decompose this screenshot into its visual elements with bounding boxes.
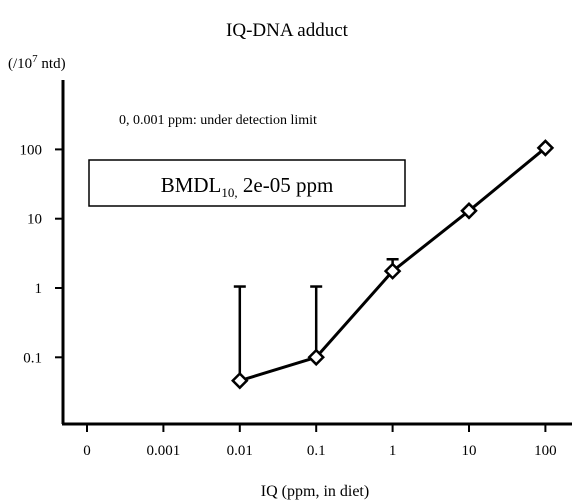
x-tick-label: 100	[534, 443, 557, 459]
y-axis-unit-label: (/107 ntd)	[8, 53, 66, 72]
x-tick-label: 0.1	[307, 443, 326, 459]
x-tick-label: 0	[83, 443, 91, 459]
x-ticks: 0 0.001 0.01 0.1 1 10 100	[83, 424, 557, 459]
bmdl-box-label: BMDL10, 2e-05 ppm	[161, 173, 334, 200]
data-point-marker	[383, 262, 402, 280]
detection-limit-note: 0, 0.001 ppm: under detection limit	[119, 113, 317, 128]
x-axis-label: IQ (ppm, in diet)	[261, 483, 369, 500]
y-tick-label: 10	[27, 212, 42, 228]
x-tick-label: 0.001	[147, 443, 181, 459]
data-point-marker	[460, 202, 478, 220]
chart-title: IQ-DNA adduct	[226, 20, 349, 41]
x-tick-label: 0.01	[227, 443, 253, 459]
y-ticks: 100 10 1 0.1	[20, 142, 63, 366]
y-tick-label: 1	[35, 281, 43, 297]
data-point-marker	[307, 348, 325, 367]
data-series	[231, 139, 555, 390]
y-tick-label: 100	[20, 142, 43, 158]
bmdl-box	[88, 159, 406, 207]
x-tick-label: 1	[389, 443, 397, 459]
data-point-marker	[536, 139, 555, 157]
x-tick-label: 10	[462, 443, 477, 459]
y-tick-label: 0.1	[23, 350, 42, 366]
data-point-marker	[231, 371, 249, 390]
